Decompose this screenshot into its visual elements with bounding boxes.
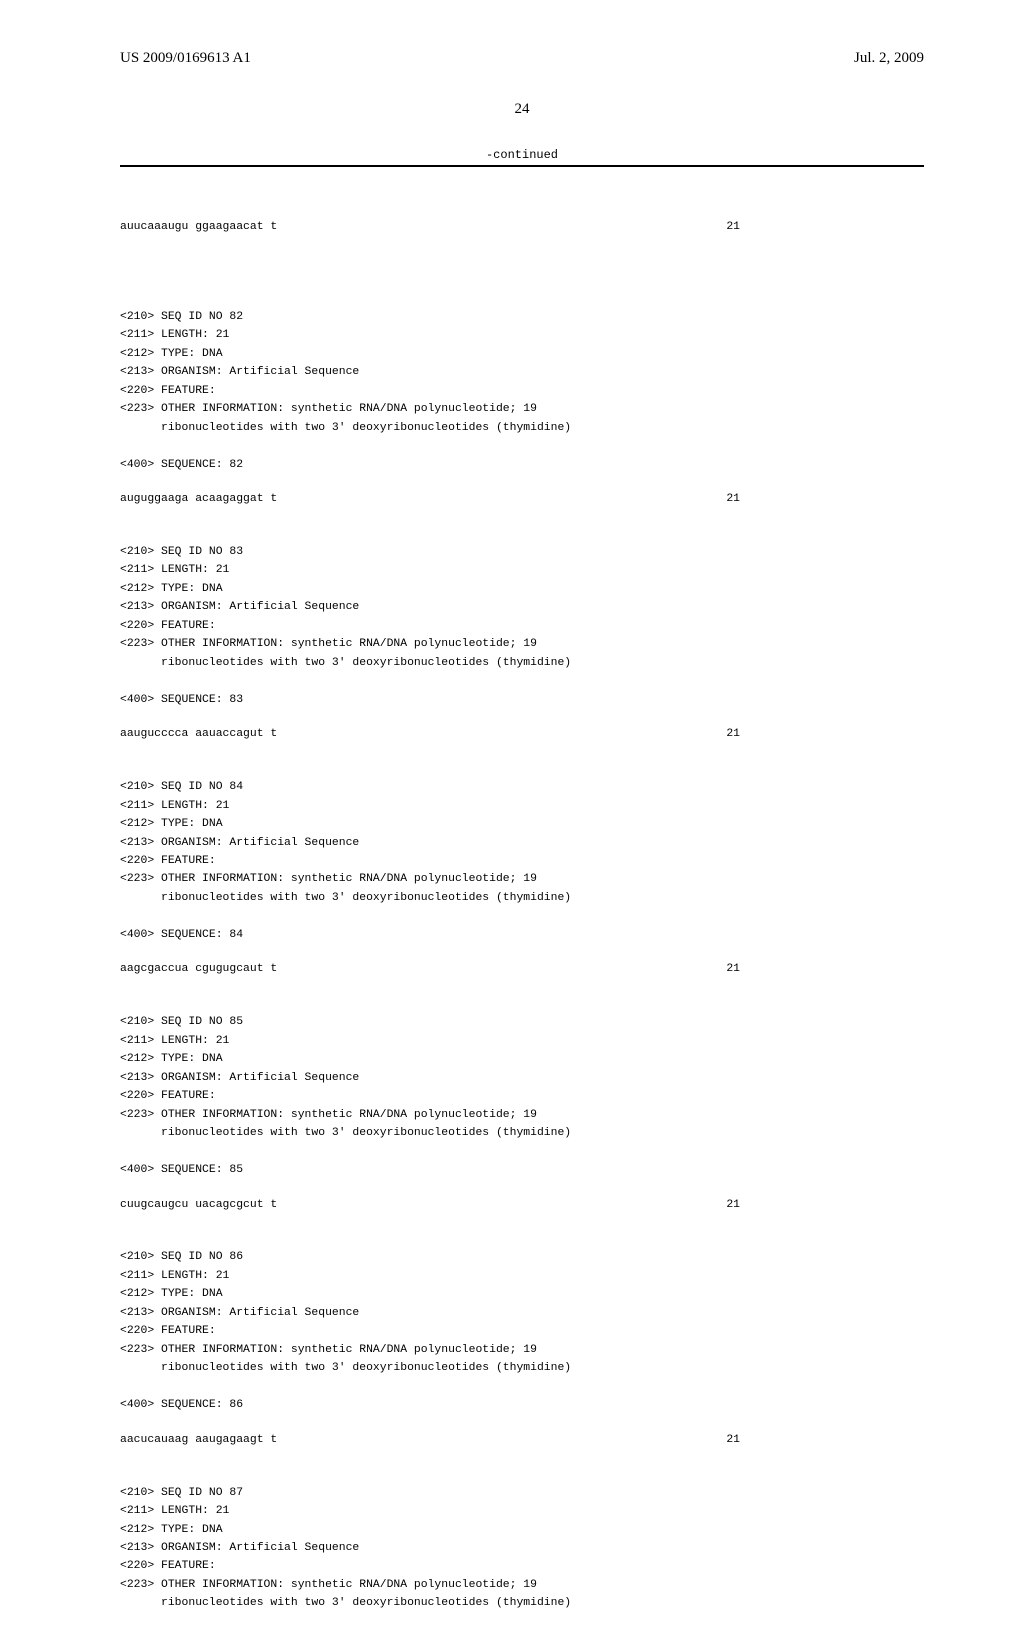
- sequence-400-line: <400> SEQUENCE: 84: [120, 907, 924, 944]
- sequence-length-value: 21: [726, 960, 740, 978]
- continued-label: -continued: [120, 148, 924, 162]
- publication-number: US 2009/0169613 A1: [120, 50, 251, 67]
- publication-date: Jul. 2, 2009: [854, 50, 924, 67]
- sequence-row: auguggaaga acaagaggat t 21: [120, 490, 740, 508]
- sequence-metadata: <210> SEQ ID NO 84 <211> LENGTH: 21 <212…: [120, 760, 924, 908]
- sequence-entry: <210> SEQ ID NO 85 <211> LENGTH: 21 <212…: [120, 995, 924, 1214]
- sequence-metadata: <210> SEQ ID NO 85 <211> LENGTH: 21 <212…: [120, 995, 924, 1143]
- sequence-text: cuugcaugcu uacagcgcut t: [120, 1196, 277, 1214]
- sequence-metadata: <210> SEQ ID NO 87 <211> LENGTH: 21 <212…: [120, 1465, 924, 1613]
- sequence-metadata: <210> SEQ ID NO 86 <211> LENGTH: 21 <212…: [120, 1230, 924, 1378]
- sequence-entry: <210> SEQ ID NO 83 <211> LENGTH: 21 <212…: [120, 525, 924, 744]
- sequence-400-line: <400> SEQUENCE: 85: [120, 1143, 924, 1180]
- sequence-400-line: <400> SEQUENCE: 83: [120, 672, 924, 709]
- sequence-length-value: 21: [726, 1196, 740, 1214]
- page-header: US 2009/0169613 A1 Jul. 2, 2009: [120, 50, 924, 67]
- sequence-row: cuugcaugcu uacagcgcut t 21: [120, 1196, 740, 1214]
- sequence-listing: auucaaaugu ggaagaacat t 21 <210> SEQ ID …: [120, 181, 924, 1647]
- divider: [120, 165, 924, 167]
- sequence-length-value: 21: [726, 725, 740, 743]
- page-number: 24: [120, 101, 924, 118]
- sequence-entry: <210> SEQ ID NO 86 <211> LENGTH: 21 <212…: [120, 1230, 924, 1449]
- sequence-length-value: 21: [726, 1431, 740, 1449]
- sequence-entry: <210> SEQ ID NO 82 <211> LENGTH: 21 <212…: [120, 289, 924, 508]
- sequence-text: aacucauaag aaugagaagt t: [120, 1431, 277, 1449]
- sequence-row: auucaaaugu ggaagaacat t 21: [120, 218, 740, 236]
- sequence-metadata: <210> SEQ ID NO 83 <211> LENGTH: 21 <212…: [120, 525, 924, 673]
- sequence-metadata: <210> SEQ ID NO 82 <211> LENGTH: 21 <212…: [120, 289, 924, 437]
- sequence-400-line: <400> SEQUENCE: 86: [120, 1378, 924, 1415]
- sequence-400-line: <400> SEQUENCE: 82: [120, 437, 924, 474]
- sequence-row: aaugucccca aauaccagut t 21: [120, 725, 740, 743]
- sequence-row: aacucauaag aaugagaagt t 21: [120, 1431, 740, 1449]
- sequence-text: aagcgaccua cgugugcaut t: [120, 960, 277, 978]
- sequence-length-value: 21: [726, 490, 740, 508]
- sequence-length-value: 21: [726, 218, 740, 236]
- sequence-text: aaugucccca aauaccagut t: [120, 725, 277, 743]
- sequence-row: aagcgaccua cgugugcaut t 21: [120, 960, 740, 978]
- sequence-entry: <210> SEQ ID NO 87 <211> LENGTH: 21 <212…: [120, 1465, 924, 1613]
- sequence-text: auguggaaga acaagaggat t: [120, 490, 277, 508]
- sequence-text: auucaaaugu ggaagaacat t: [120, 218, 277, 236]
- sequence-entry: <210> SEQ ID NO 84 <211> LENGTH: 21 <212…: [120, 760, 924, 979]
